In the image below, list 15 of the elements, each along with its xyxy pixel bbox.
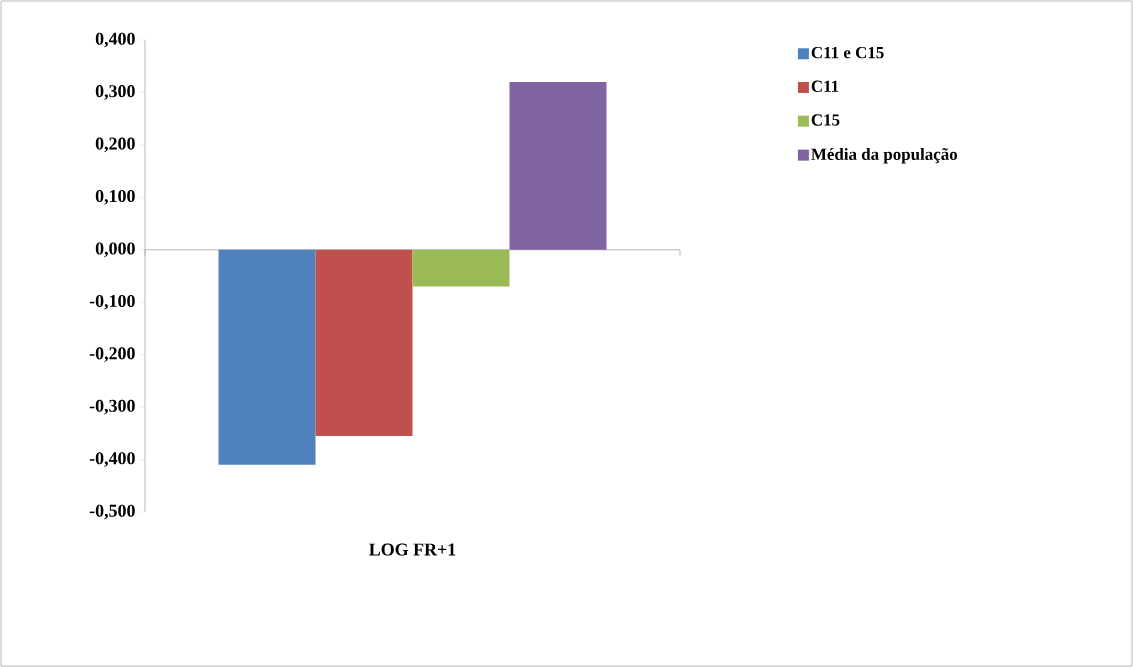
y-tick-label: -0,400 [89,452,135,467]
y-tick-label: 0,300 [95,85,135,100]
legend-label: C15 [811,114,840,126]
legend-label: C11 e C15 [811,46,884,59]
y-tick-label: -0,200 [89,347,135,363]
y-tick-label: -0,500 [89,504,135,520]
y-tick-label: 0,000 [95,242,135,258]
y-tick-label: 0,400 [95,32,135,48]
legend-label: Média da população [811,148,958,164]
y-tick-label: -0,100 [89,294,135,310]
y-tick-label: -0,300 [89,399,135,415]
legend-label: C11 [811,80,839,92]
y-tick-label: 0,200 [95,137,135,153]
x-tick-label: LOG FR+1 [369,543,456,556]
y-tick-label: 0,100 [95,189,135,205]
